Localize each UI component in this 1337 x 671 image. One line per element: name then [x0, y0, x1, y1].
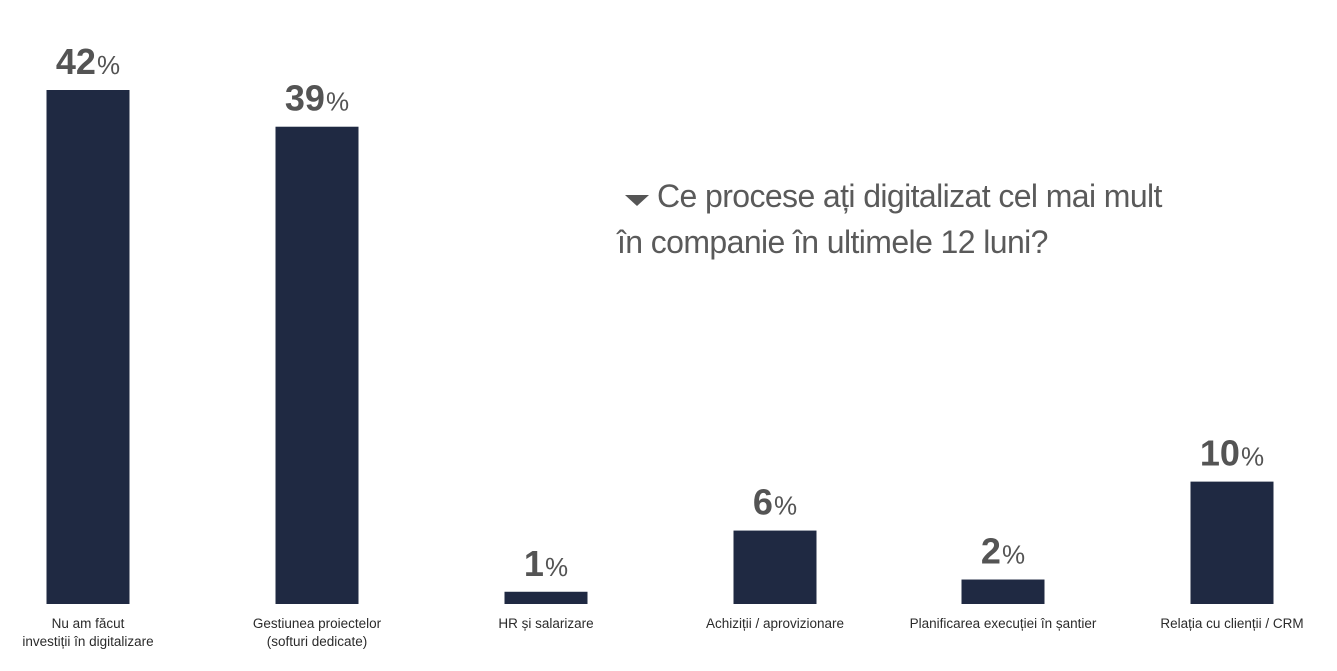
category-label-5: Relația cu clienții / CRM: [1160, 616, 1303, 631]
chart-title-line-2: în companie în ultimele 12 luni?: [616, 224, 1048, 260]
bar-series: 42% Nu am făcut investiții în digitalizare…: [22, 41, 1303, 649]
category-label-1: Gestiunea proiectelor (softuri dedicate): [253, 616, 382, 649]
category-label-3: Achiziții / aprovizionare: [706, 616, 844, 631]
chart-title-line-1: Ce procese ați digitalizat cel mai mult: [657, 178, 1163, 214]
bar-5: [1190, 481, 1274, 604]
bar-value-label-0: 42%: [56, 41, 120, 82]
category-label-0: Nu am făcut investiții în digitalizare: [22, 616, 153, 649]
bar-3: [733, 530, 817, 604]
bar-value-label-5: 10%: [1200, 433, 1264, 474]
bar-0: [46, 90, 130, 604]
bar-value-label-4: 2%: [981, 531, 1025, 572]
category-label-2: HR și salarizare: [498, 616, 593, 631]
chart-title: Ce procese ați digitalizat cel mai mult …: [616, 178, 1163, 260]
bar-2: [504, 591, 588, 604]
bar-value-label-2: 1%: [524, 543, 568, 584]
bar-4: [961, 579, 1045, 604]
bar-value-label-3: 6%: [753, 482, 797, 523]
category-label-4: Planificarea execuției în șantier: [910, 616, 1097, 631]
bar-value-label-1: 39%: [285, 78, 349, 119]
triangle-down-icon: [625, 195, 649, 206]
bar-1: [275, 126, 359, 604]
